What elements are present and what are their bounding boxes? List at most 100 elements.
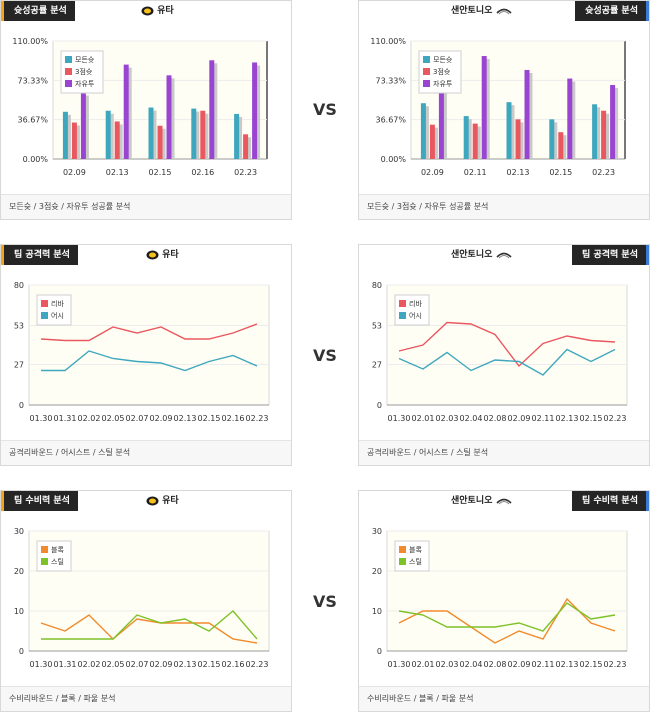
y-tick-label: 27 — [14, 361, 24, 370]
panel-attack-left: 팀 공격력 분석 유타 80 53 27 0 01.30 01.31 02.02 02.05 0… — [0, 244, 292, 466]
bar-shadow — [561, 135, 567, 159]
panel-tab-title: 팀 공격력 분석 — [1, 245, 78, 265]
bar — [191, 108, 197, 159]
bar-shadow — [108, 113, 114, 159]
shoot-chart: 110.00% 73.33% 36.67% 0.00% 02.09 02.13 02.15 0… — [1, 21, 291, 195]
bar — [472, 123, 478, 159]
panel-tab-title: 팀 수비력 분석 — [572, 491, 649, 511]
legend-entry: 블록 — [51, 545, 64, 554]
san-antonio-logo-icon — [495, 498, 512, 504]
legend-entry: 자유투 — [75, 79, 95, 88]
team-name: 유타 — [162, 496, 179, 506]
legend-entry: 모든슛 — [75, 56, 95, 64]
panel-tab-title: 슛성공률 분석 — [575, 1, 649, 21]
panel-footer: 공격리바운드 / 어시스트 / 스틸 분석 — [359, 440, 649, 465]
team-name: 유타 — [162, 250, 179, 260]
legend-entry: 어시 — [409, 311, 422, 320]
series-line — [40, 323, 258, 342]
bar — [148, 107, 154, 159]
panel-header: 팀 공격력 분석 유타 — [1, 245, 291, 265]
utah-logo-icon — [146, 250, 159, 259]
panel-defense-right: 팀 수비력 분석 샌안토니오 30 20 10 0 01.30 02.01 02.03 02.… — [358, 490, 650, 712]
legend-swatch — [399, 300, 406, 307]
series-line — [40, 614, 258, 644]
x-tick-label: 02.04 — [460, 660, 483, 669]
bar — [123, 64, 129, 159]
x-tick-label: 02.13 — [556, 660, 579, 669]
x-tick-label: 02.16 — [222, 414, 245, 423]
bar-shadow — [83, 95, 89, 159]
panel-footer: 모든슛 / 3점슛 / 자유투 성공률 분석 — [1, 194, 291, 219]
legend-swatch — [41, 300, 48, 307]
y-tick-label: 27 — [372, 361, 382, 370]
bar — [549, 119, 555, 159]
bar-shadow — [203, 113, 209, 159]
y-tick-label: 0.00% — [23, 155, 49, 164]
x-tick-label: 01.30 — [388, 414, 411, 423]
x-tick-label: 02.15 — [580, 660, 603, 669]
y-tick-label: 0 — [19, 647, 24, 656]
legend-swatch — [41, 546, 48, 553]
series-line — [41, 610, 258, 640]
utah-logo-icon — [146, 496, 159, 505]
vs-label-1: VS — [313, 100, 337, 119]
legend-swatch — [65, 80, 72, 87]
x-tick-label: 02.15 — [198, 660, 221, 669]
x-tick-label: 02.09 — [150, 660, 173, 669]
bar — [62, 111, 68, 159]
team-label: 샌안토니오 — [451, 245, 512, 265]
series-line — [398, 321, 616, 368]
bar — [429, 124, 435, 159]
bar-shadow — [194, 111, 200, 159]
bar-shadow — [509, 105, 515, 159]
bar — [592, 104, 598, 159]
y-tick-label: 10 — [14, 607, 24, 616]
x-tick-label: 02.23 — [246, 414, 269, 423]
legend-swatch — [41, 312, 48, 319]
x-tick-label: 02.23 — [592, 168, 615, 177]
bar-shadow — [604, 113, 610, 159]
x-tick-label: 02.09 — [421, 168, 444, 177]
san-antonio-logo-icon — [495, 8, 512, 14]
y-tick-label: 73.33% — [17, 76, 48, 85]
x-tick-label: 02.04 — [460, 414, 483, 423]
bar — [438, 64, 444, 159]
panel-header: 슛성공률 분석 샌안토니오 — [359, 1, 649, 21]
panel-header: 팀 공격력 분석 샌안토니오 — [359, 245, 649, 265]
vs-label-3: VS — [313, 592, 337, 611]
x-tick-label: 02.11 — [532, 414, 555, 423]
legend-entry: 모든슛 — [433, 56, 453, 64]
legend-entry: 리바 — [409, 299, 422, 308]
x-tick-label: 02.13 — [174, 414, 197, 423]
x-tick-label: 02.09 — [508, 414, 531, 423]
x-tick-label: 02.02 — [78, 414, 101, 423]
bar — [463, 116, 469, 159]
legend-entry: 어시 — [51, 311, 64, 320]
team-label: 유타 — [146, 245, 179, 265]
legend-swatch — [399, 558, 406, 565]
bar — [601, 110, 607, 159]
y-tick-label: 0 — [19, 401, 24, 410]
x-tick-label: 02.09 — [508, 660, 531, 669]
x-tick-label: 02.05 — [102, 414, 125, 423]
panel-shoot-left: 슛성공률 분석 유타 110.00% 73.33% 36.67% 0.00% 02.09… — [0, 0, 292, 220]
bar-shadow — [570, 81, 576, 159]
x-tick-label: 02.13 — [556, 414, 579, 423]
legend-swatch — [423, 68, 430, 75]
bar-shadow — [117, 124, 123, 159]
bar — [114, 121, 120, 159]
legend-entry: 3점슛 — [75, 68, 93, 76]
team-name: 샌안토니오 — [451, 250, 493, 260]
x-tick-label: 02.11 — [464, 168, 487, 177]
team-label: 유타 — [146, 491, 179, 511]
panel-footer: 수비리바운드 / 블록 / 파울 분석 — [1, 686, 291, 711]
bar-shadow — [432, 127, 438, 159]
y-tick-label: 80 — [372, 281, 382, 290]
utah-logo-icon — [141, 6, 154, 15]
x-tick-label: 01.30 — [30, 660, 53, 669]
bar — [506, 102, 512, 159]
x-tick-label: 02.01 — [412, 660, 435, 669]
attack-chart: 80 53 27 0 01.30 01.31 02.02 02.05 02.07 02.09 02.… — [1, 265, 291, 439]
